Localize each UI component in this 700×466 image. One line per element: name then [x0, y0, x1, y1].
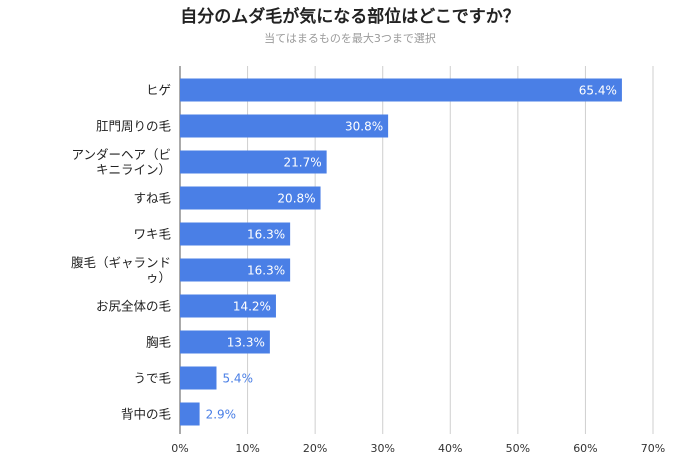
x-tick-label: 60%: [573, 442, 597, 455]
bar: [180, 78, 622, 102]
value-label: 20.8%: [277, 192, 315, 206]
bar: [180, 366, 217, 390]
value-label: 16.3%: [247, 264, 285, 278]
x-tick-label: 0%: [171, 442, 188, 455]
bar: [180, 222, 291, 246]
x-tick-label: 30%: [370, 442, 394, 455]
category-label: うで毛: [133, 371, 171, 386]
value-label: 65.4%: [579, 84, 617, 98]
x-tick-label: 10%: [235, 442, 259, 455]
category-label: お尻全体の毛: [96, 299, 172, 314]
category-label: 胸毛: [146, 335, 172, 350]
value-label: 16.3%: [247, 228, 285, 242]
category-label: ゥ）: [146, 270, 171, 285]
value-labels: 65.4% 30.8% 21.7% 20.8% 16.3% 16.3% 14.2% 13.3%…: [206, 84, 617, 422]
bar: [180, 114, 389, 138]
value-label: 2.9%: [206, 408, 237, 422]
category-label: ヒゲ: [146, 83, 171, 98]
value-label: 5.4%: [222, 372, 253, 386]
category-label: すね毛: [133, 191, 171, 206]
value-label: 30.8%: [345, 120, 383, 134]
category-label: 背中の毛: [121, 407, 172, 422]
category-label: アンダーヘア（ビ: [71, 147, 171, 162]
category-label: 肛門周りの毛: [96, 119, 172, 134]
bar: [180, 186, 321, 210]
chart-subtitle: 当てはまるものを最大3つまで選択: [264, 31, 436, 45]
category-label: ワキ毛: [133, 227, 171, 242]
category-label: キニライン）: [96, 162, 171, 177]
x-tick-label: 40%: [438, 442, 462, 455]
bars: [180, 78, 622, 426]
x-tick-label: 70%: [641, 442, 665, 455]
x-axis-ticks: 0% 10% 20% 30% 40% 50% 60% 70%: [171, 442, 665, 455]
category-label: 腹毛（ギャランド: [71, 255, 171, 270]
bar: [180, 402, 200, 426]
value-label: 13.3%: [227, 336, 265, 350]
bar: [180, 294, 276, 318]
bar: [180, 258, 291, 282]
x-tick-label: 50%: [506, 442, 530, 455]
value-label: 21.7%: [284, 156, 322, 170]
bar: [180, 150, 327, 174]
bar: [180, 330, 270, 354]
chart-title: 自分のムダ毛が気になる部位はどこですか？: [180, 6, 520, 27]
value-label: 14.2%: [233, 300, 271, 314]
x-tick-label: 20%: [303, 442, 327, 455]
